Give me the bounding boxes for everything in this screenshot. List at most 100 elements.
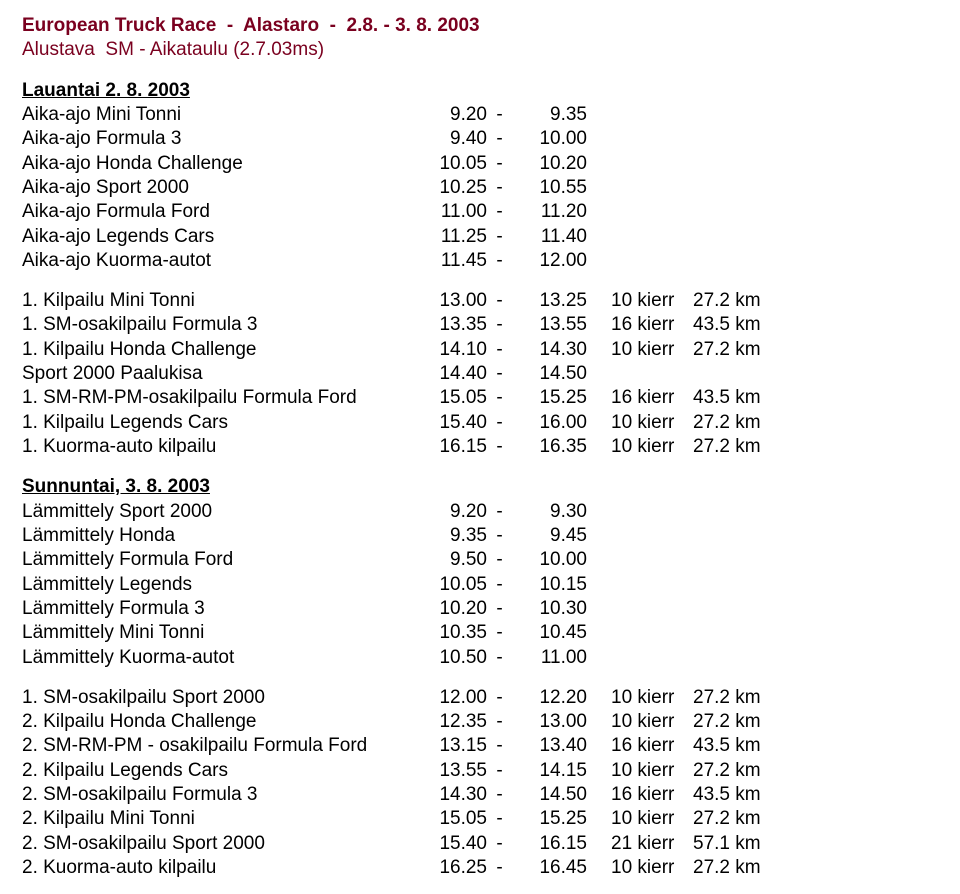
distance: 27.2 km bbox=[687, 710, 767, 734]
row-label: Aika-ajo Sport 2000 bbox=[22, 176, 412, 200]
distance: 43.5 km bbox=[687, 386, 767, 410]
row-label: 1. Kilpailu Legends Cars bbox=[22, 411, 412, 435]
time-to: 10.00 bbox=[512, 127, 587, 151]
time-to: 16.45 bbox=[512, 856, 587, 880]
time-to: 9.35 bbox=[512, 103, 587, 127]
schedule-row: Aika-ajo Formula 39.40-10.00 bbox=[22, 127, 938, 151]
laps: 10 kierr bbox=[587, 759, 687, 783]
time-dash: - bbox=[487, 386, 512, 410]
time-dash: - bbox=[487, 225, 512, 249]
schedule-row: 1. Kuorma-auto kilpailu16.15-16.3510 kie… bbox=[22, 435, 938, 459]
time-from: 10.20 bbox=[412, 597, 487, 621]
schedule-row: Lämmittely Mini Tonni10.35-10.45 bbox=[22, 621, 938, 645]
laps: 10 kierr bbox=[587, 338, 687, 362]
schedule-row: Aika-ajo Kuorma-autot11.45-12.00 bbox=[22, 249, 938, 273]
laps: 16 kierr bbox=[587, 313, 687, 337]
row-label: 2. SM-osakilpailu Sport 2000 bbox=[22, 832, 412, 856]
time-dash: - bbox=[487, 200, 512, 224]
time-from: 11.00 bbox=[412, 200, 487, 224]
distance: 43.5 km bbox=[687, 313, 767, 337]
time-from: 16.25 bbox=[412, 856, 487, 880]
distance: 43.5 km bbox=[687, 783, 767, 807]
time-to: 14.30 bbox=[512, 338, 587, 362]
time-to: 14.50 bbox=[512, 783, 587, 807]
time-dash: - bbox=[487, 856, 512, 880]
document-subtitle: Alustava SM - Aikataulu (2.7.03ms) bbox=[22, 38, 938, 62]
time-from: 14.10 bbox=[412, 338, 487, 362]
time-to: 13.55 bbox=[512, 313, 587, 337]
row-label: Sport 2000 Paalukisa bbox=[22, 362, 412, 386]
schedule-row: Lämmittely Honda9.35-9.45 bbox=[22, 524, 938, 548]
row-label: Aika-ajo Honda Challenge bbox=[22, 152, 412, 176]
time-dash: - bbox=[487, 249, 512, 273]
time-from: 12.00 bbox=[412, 686, 487, 710]
distance: 43.5 km bbox=[687, 734, 767, 758]
time-to: 12.00 bbox=[512, 249, 587, 273]
time-to: 16.35 bbox=[512, 435, 587, 459]
time-dash: - bbox=[487, 573, 512, 597]
row-label: Aika-ajo Kuorma-autot bbox=[22, 249, 412, 273]
time-dash: - bbox=[487, 313, 512, 337]
laps: 10 kierr bbox=[587, 686, 687, 710]
time-dash: - bbox=[487, 500, 512, 524]
time-from: 16.15 bbox=[412, 435, 487, 459]
row-label: Aika-ajo Legends Cars bbox=[22, 225, 412, 249]
row-label: 1. SM-osakilpailu Formula 3 bbox=[22, 313, 412, 337]
row-label: 1. Kilpailu Mini Tonni bbox=[22, 289, 412, 313]
time-from: 10.50 bbox=[412, 646, 487, 670]
time-from: 10.05 bbox=[412, 573, 487, 597]
laps: 10 kierr bbox=[587, 435, 687, 459]
row-label: 2. Kilpailu Mini Tonni bbox=[22, 807, 412, 831]
time-to: 10.00 bbox=[512, 548, 587, 572]
laps: 10 kierr bbox=[587, 856, 687, 880]
laps bbox=[587, 362, 687, 386]
schedule-row: Aika-ajo Sport 200010.25-10.55 bbox=[22, 176, 938, 200]
time-dash: - bbox=[487, 127, 512, 151]
time-to: 16.15 bbox=[512, 832, 587, 856]
distance bbox=[687, 362, 767, 386]
time-from: 14.40 bbox=[412, 362, 487, 386]
document-title: European Truck Race - Alastaro - 2.8. - … bbox=[22, 14, 938, 38]
time-from: 13.35 bbox=[412, 313, 487, 337]
time-from: 9.50 bbox=[412, 548, 487, 572]
schedule-row: 2. Kilpailu Legends Cars13.55-14.1510 ki… bbox=[22, 759, 938, 783]
time-dash: - bbox=[487, 435, 512, 459]
time-dash: - bbox=[487, 734, 512, 758]
time-to: 15.25 bbox=[512, 386, 587, 410]
time-to: 16.00 bbox=[512, 411, 587, 435]
day-heading: Sunnuntai, 3. 8. 2003 bbox=[22, 475, 938, 499]
time-to: 12.20 bbox=[512, 686, 587, 710]
row-label: Lämmittely Legends bbox=[22, 573, 412, 597]
schedule-row: 1. SM-osakilpailu Sport 200012.00-12.201… bbox=[22, 686, 938, 710]
time-to: 10.30 bbox=[512, 597, 587, 621]
time-dash: - bbox=[487, 710, 512, 734]
row-label: 1. Kilpailu Honda Challenge bbox=[22, 338, 412, 362]
time-from: 9.40 bbox=[412, 127, 487, 151]
time-from: 15.40 bbox=[412, 411, 487, 435]
day-heading: Lauantai 2. 8. 2003 bbox=[22, 79, 938, 103]
schedule-row: 1. Kilpailu Honda Challenge14.10-14.3010… bbox=[22, 338, 938, 362]
time-to: 14.50 bbox=[512, 362, 587, 386]
schedule-body: Lauantai 2. 8. 2003Aika-ajo Mini Tonni9.… bbox=[22, 79, 938, 881]
time-to: 9.45 bbox=[512, 524, 587, 548]
time-dash: - bbox=[487, 597, 512, 621]
time-to: 10.45 bbox=[512, 621, 587, 645]
distance: 27.2 km bbox=[687, 807, 767, 831]
schedule-row: Aika-ajo Mini Tonni9.20-9.35 bbox=[22, 103, 938, 127]
distance: 27.2 km bbox=[687, 435, 767, 459]
time-from: 14.30 bbox=[412, 783, 487, 807]
time-dash: - bbox=[487, 759, 512, 783]
time-dash: - bbox=[487, 686, 512, 710]
time-from: 10.25 bbox=[412, 176, 487, 200]
distance: 57.1 km bbox=[687, 832, 767, 856]
time-from: 15.40 bbox=[412, 832, 487, 856]
schedule-row: 2. Kilpailu Honda Challenge12.35-13.0010… bbox=[22, 710, 938, 734]
time-from: 9.35 bbox=[412, 524, 487, 548]
row-label: Aika-ajo Formula Ford bbox=[22, 200, 412, 224]
row-label: 1. Kuorma-auto kilpailu bbox=[22, 435, 412, 459]
distance: 27.2 km bbox=[687, 411, 767, 435]
row-label: 2. SM-osakilpailu Formula 3 bbox=[22, 783, 412, 807]
time-to: 10.55 bbox=[512, 176, 587, 200]
laps: 10 kierr bbox=[587, 710, 687, 734]
time-from: 11.25 bbox=[412, 225, 487, 249]
